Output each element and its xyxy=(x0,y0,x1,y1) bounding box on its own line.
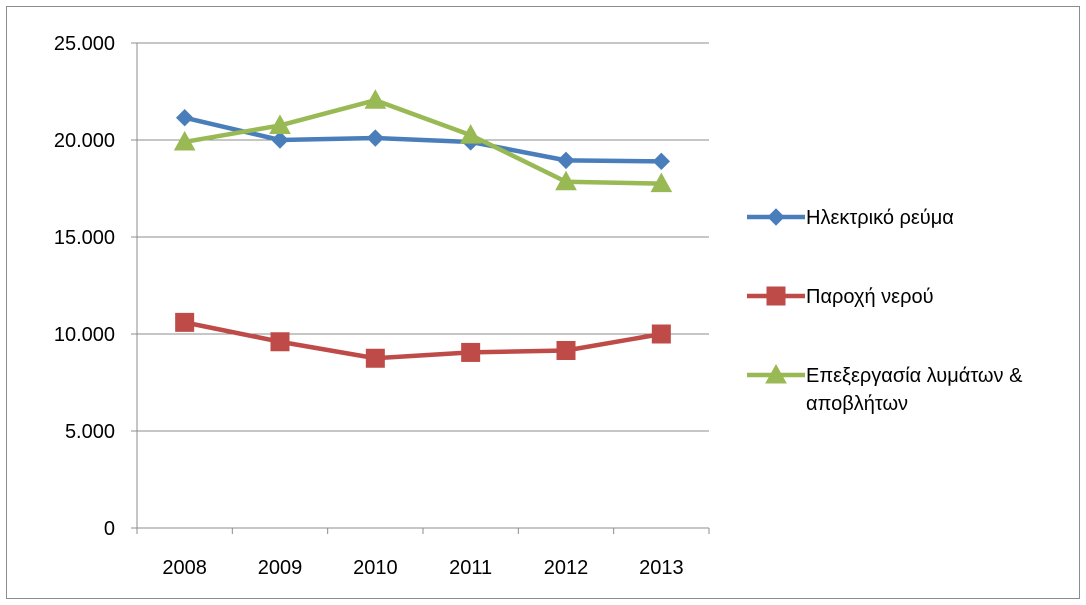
legend-label: Παροχή νερού xyxy=(806,286,934,308)
y-tick-label: 25.000 xyxy=(54,33,115,55)
legend: Ηλεκτρικό ρεύμα Παροχή νερού Επεξεργασία λ… xyxy=(747,207,1023,415)
data-point xyxy=(271,131,289,149)
data-point xyxy=(556,340,576,360)
y-tick-label: 15.000 xyxy=(54,227,115,249)
data-point xyxy=(461,342,481,362)
data-point xyxy=(652,152,671,171)
legend-label: Ηλεκτρικό ρεύμα xyxy=(806,207,954,229)
x-tick-label: 2009 xyxy=(258,557,303,579)
legend-item: Ηλεκτρικό ρεύμα xyxy=(747,207,954,229)
x-tick-label: 2010 xyxy=(353,557,398,579)
data-point xyxy=(175,312,195,332)
y-tick-label: 0 xyxy=(104,518,115,540)
legend-label: αποβλήτων xyxy=(806,393,908,415)
legend-item: Παροχή νερού xyxy=(747,286,934,308)
data-point xyxy=(270,332,290,352)
x-tick-label: 2013 xyxy=(639,557,684,579)
series-line xyxy=(182,97,664,186)
series-3 xyxy=(173,89,673,193)
legend-item: Επεξεργασία λυμάτων & αποβλήτων xyxy=(747,363,1023,415)
series-2 xyxy=(175,312,671,368)
axes: 0 5.000 10.000 15.000 20.000 25.000 2008 2009 20… xyxy=(54,33,710,579)
series-line xyxy=(182,320,664,361)
data-point xyxy=(269,114,291,134)
data-point xyxy=(366,129,385,147)
x-tick-label: 2012 xyxy=(544,557,589,579)
data-point xyxy=(555,170,577,191)
data-point xyxy=(364,89,387,109)
chart-frame xyxy=(6,6,1080,599)
x-tick-label: 2011 xyxy=(449,557,492,579)
series-line xyxy=(182,115,664,164)
y-tick-label: 20.000 xyxy=(54,130,115,152)
legend-marker xyxy=(766,286,786,306)
data-point xyxy=(459,124,482,144)
series-lines xyxy=(173,89,673,368)
y-tick-label: 5.000 xyxy=(65,421,115,443)
data-point xyxy=(650,172,673,193)
legend-marker xyxy=(767,208,785,226)
data-point xyxy=(651,324,671,344)
x-tick-label: 2008 xyxy=(162,557,207,579)
legend-marker xyxy=(765,363,787,384)
data-point xyxy=(173,130,196,151)
gridlines xyxy=(137,42,709,432)
y-tick-label: 10.000 xyxy=(54,324,115,346)
data-point xyxy=(175,108,194,127)
data-point xyxy=(365,348,385,368)
legend-label: Επεξεργασία λυμάτων & xyxy=(806,365,1023,387)
data-point xyxy=(557,151,575,170)
